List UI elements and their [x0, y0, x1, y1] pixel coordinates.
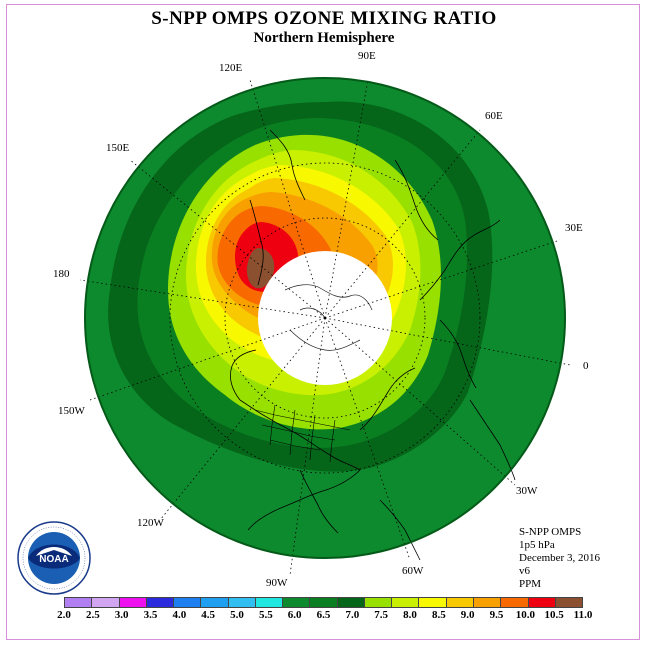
legend-swatch	[174, 598, 202, 607]
coastlines	[230, 129, 516, 561]
version-label: v6	[519, 565, 530, 577]
legend-swatch	[473, 598, 502, 607]
lon-label-180: 180	[53, 268, 70, 280]
legend-swatch	[392, 598, 420, 607]
legend-tick-label: 2.5	[85, 609, 100, 621]
lon-label-60w: 60W	[402, 565, 424, 577]
lon-label-120w: 120W	[137, 517, 164, 529]
lon-label-150w: 150W	[58, 405, 85, 417]
legend-swatch	[255, 598, 284, 607]
legend-swatch	[364, 598, 393, 607]
legend-tick-label: 3.5	[143, 609, 158, 621]
ozone-band-above-11	[246, 248, 275, 289]
legend-swatch	[65, 598, 93, 607]
legend-swatch	[201, 598, 229, 607]
legend-tick-label: 7.0	[345, 609, 360, 621]
low-ozone-patch	[334, 557, 343, 558]
legend-tick-label: 8.0	[403, 609, 417, 621]
units-label: PPM	[519, 578, 542, 590]
lon-label-60e: 60E	[485, 110, 503, 122]
color-legend	[64, 597, 583, 608]
legend-tick-label: 3.0	[114, 609, 129, 621]
legend-swatch	[228, 598, 256, 607]
date-label: December 3, 2016	[519, 552, 600, 564]
noaa-logo: NOAA	[17, 521, 91, 595]
legend-swatch	[555, 598, 583, 607]
instrument-label: S-NPP OMPS	[519, 526, 582, 538]
legend-tick-label: 11.0	[573, 609, 593, 621]
legend-tick-label: 7.5	[374, 609, 389, 621]
lon-label-120e: 120E	[219, 62, 243, 74]
legend-swatch	[146, 598, 175, 607]
pressure-level-label: 1p5 hPa	[519, 539, 555, 551]
lon-label-150e: 150E	[106, 142, 130, 154]
legend-swatch	[528, 598, 556, 607]
lon-label-30w: 30W	[516, 485, 538, 497]
legend-tick-label: 9.5	[489, 609, 504, 621]
legend-tick-label: 9.0	[460, 609, 475, 621]
metadata-block: S-NPP OMPS 1p5 hPa December 3, 2016 v6 P…	[519, 526, 600, 591]
lon-label-0: 0	[583, 360, 589, 372]
legend-tick-label: 4.0	[172, 609, 187, 621]
legend-swatch	[310, 598, 338, 607]
lon-label-90e: 90E	[358, 50, 376, 62]
map-title: S-NPP OMPS OZONE MIXING RATIO	[151, 8, 497, 29]
legend-tick-label: 5.0	[230, 609, 244, 621]
map-border	[84, 77, 566, 559]
graticule	[79, 79, 571, 576]
legend-tick-label: 10.5	[544, 609, 564, 621]
legend-swatch	[337, 598, 365, 607]
logo-wordmark: NOAA	[39, 554, 68, 565]
legend-tick-label: 8.5	[431, 609, 446, 621]
legend-tick-label: 6.0	[287, 609, 302, 621]
legend-swatch	[446, 598, 474, 607]
legend-tick-label: 2.0	[57, 609, 71, 621]
legend-swatch	[501, 598, 529, 607]
legend-swatch	[283, 598, 311, 607]
legend-ticks: 2.0 2.5 3.0 3.5 4.0 4.5 5.0 5.5 6.0 6.5 7.0 7.5 8.0 8…	[57, 609, 592, 623]
legend-swatch	[92, 598, 120, 607]
legend-tick-label: 6.5	[316, 609, 331, 621]
legend-tick-label: 5.5	[258, 609, 273, 621]
legend-swatch	[119, 598, 147, 607]
lon-label-90w: 90W	[266, 577, 288, 589]
map-subtitle: Northern Hemisphere	[253, 30, 395, 46]
legend-tick-label: 4.5	[201, 609, 216, 621]
lon-label-30e: 30E	[565, 222, 583, 234]
legend-swatch	[419, 598, 447, 607]
legend-tick-label: 10.0	[515, 609, 535, 621]
figure-frame	[6, 4, 640, 640]
state-borders	[254, 404, 351, 463]
